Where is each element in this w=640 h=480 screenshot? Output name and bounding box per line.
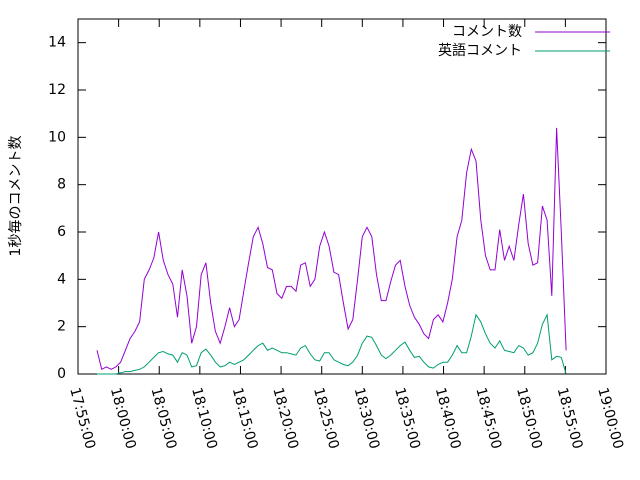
x-tick-label: 18:40:00	[432, 386, 464, 451]
x-tick-label: 18:05:00	[148, 386, 180, 451]
x-tick-label: 18:35:00	[391, 386, 423, 451]
x-tick-label: 18:55:00	[554, 386, 586, 451]
x-tick-label: 18:50:00	[513, 386, 545, 451]
x-tick-label: 19:00:00	[594, 386, 626, 451]
series-line	[96, 127, 567, 371]
legend-label: 英語コメント	[438, 42, 522, 59]
y-tick-label: 2	[57, 319, 66, 335]
y-tick-label: 14	[48, 35, 66, 51]
x-tick-label: 18:30:00	[351, 386, 383, 451]
plot-border	[77, 18, 607, 375]
y-tick-label: 10	[48, 129, 66, 145]
x-tick-label: 18:25:00	[310, 386, 342, 451]
x-tick-label: 18:45:00	[472, 386, 504, 451]
x-tick-label: 18:20:00	[269, 386, 301, 451]
legend-label: コメント数	[452, 24, 522, 40]
y-tick-label: 6	[57, 224, 66, 240]
y-tick-label: 8	[57, 177, 66, 193]
x-tick-label: 18:15:00	[229, 386, 261, 451]
x-tick-label: 17:55:00	[66, 386, 98, 451]
y-tick-label: 12	[48, 82, 66, 98]
series-line	[97, 313, 567, 375]
y-tick-label: 4	[57, 271, 66, 287]
x-tick-label: 18:00:00	[107, 386, 139, 451]
y-tick-label: 0	[57, 366, 66, 382]
x-tick-label: 18:10:00	[188, 386, 220, 451]
y-axis-label: 1秒毎のコメント数	[8, 136, 24, 257]
